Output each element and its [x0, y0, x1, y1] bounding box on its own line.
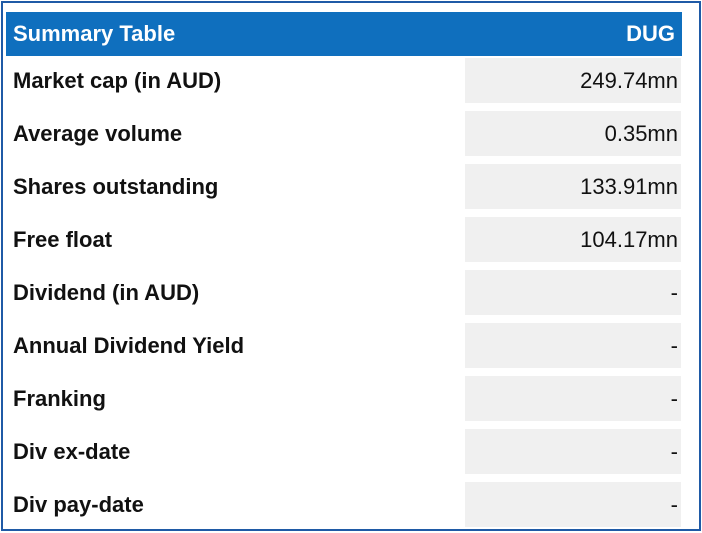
table-row-annual-dividend-yield: Annual Dividend Yield -: [6, 321, 682, 374]
row-value: -: [465, 376, 681, 421]
table-row-franking: Franking -: [6, 374, 682, 427]
table-header: Summary Table DUG: [6, 12, 682, 56]
table-row-dividend: Dividend (in AUD) -: [6, 268, 682, 321]
row-label: Free float: [13, 227, 113, 252]
table-body: Market cap (in AUD) 249.74mn Average vol…: [6, 56, 682, 533]
table-row-div-pay-date: Div pay-date -: [6, 480, 682, 533]
row-label: Dividend (in AUD): [13, 280, 200, 305]
row-label: Shares outstanding: [13, 174, 219, 199]
table-row-div-ex-date: Div ex-date -: [6, 427, 682, 480]
row-value: -: [465, 482, 681, 527]
table-row-average-volume: Average volume 0.35mn: [6, 109, 682, 162]
row-value: 0.35mn: [465, 111, 681, 156]
row-label: Annual Dividend Yield: [13, 333, 245, 358]
row-label: Franking: [13, 386, 106, 411]
table-title: Summary Table: [13, 21, 176, 46]
row-label: Market cap (in AUD): [13, 68, 222, 93]
table-row-shares-outstanding: Shares outstanding 133.91mn: [6, 162, 682, 215]
table-row-free-float: Free float 104.17mn: [6, 215, 682, 268]
row-value: 104.17mn: [465, 217, 681, 262]
table-row-market-cap: Market cap (in AUD) 249.74mn: [6, 56, 682, 109]
row-value: -: [465, 429, 681, 474]
row-label: Div ex-date: [13, 439, 131, 464]
row-label: Average volume: [13, 121, 183, 146]
row-label: Div pay-date: [13, 492, 144, 517]
ticker-symbol: DUG: [626, 21, 675, 46]
row-value: 133.91mn: [465, 164, 681, 209]
row-value: -: [465, 323, 681, 368]
row-value: 249.74mn: [465, 58, 681, 103]
row-value: -: [465, 270, 681, 315]
